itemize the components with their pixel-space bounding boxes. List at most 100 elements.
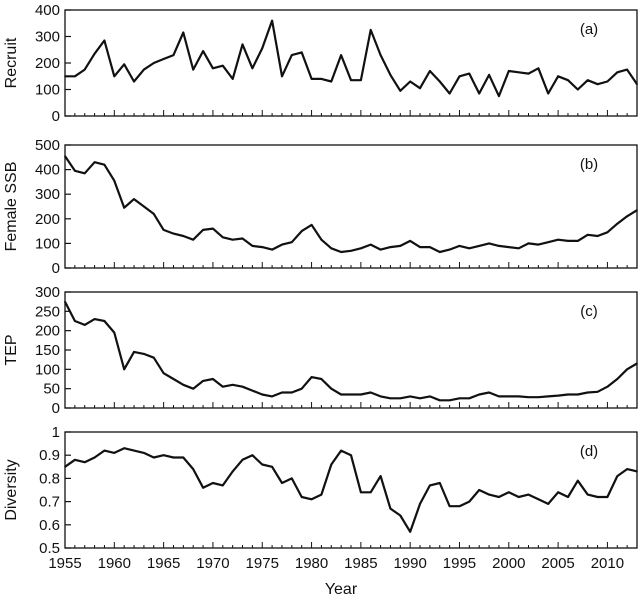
data-point bbox=[458, 75, 461, 78]
x-tick-label: 1965 bbox=[147, 555, 180, 572]
data-point bbox=[379, 248, 382, 251]
y-tick-label: 200 bbox=[35, 323, 60, 340]
data-point bbox=[379, 475, 382, 477]
data-point bbox=[143, 205, 145, 208]
data-point bbox=[192, 238, 195, 241]
x-tick-label: 2005 bbox=[541, 555, 574, 572]
data-point bbox=[202, 380, 204, 382]
data-point bbox=[429, 246, 431, 248]
data-point bbox=[192, 387, 195, 390]
data-point bbox=[399, 90, 402, 92]
data-point bbox=[83, 68, 86, 71]
data-point bbox=[320, 238, 323, 241]
data-point bbox=[241, 459, 244, 461]
data-point bbox=[369, 29, 372, 31]
data-point bbox=[409, 530, 411, 533]
data-point bbox=[448, 92, 451, 95]
data-point bbox=[330, 463, 333, 466]
panel-a: 0 100 200 300 400 Recruit (a) bbox=[3, 2, 638, 125]
data-point bbox=[478, 393, 481, 396]
data-point bbox=[123, 206, 125, 209]
data-point bbox=[162, 454, 165, 457]
data-point bbox=[517, 496, 520, 498]
panel-d: 0.5 0.6 0.7 0.8 0.9 1 Diversity (d) 1955 1960 1965… bbox=[3, 424, 638, 598]
data-point bbox=[557, 75, 559, 78]
data-point bbox=[517, 247, 520, 250]
data-point bbox=[281, 391, 283, 394]
data-point bbox=[606, 385, 609, 388]
panel-label: (d) bbox=[580, 443, 598, 460]
y-axis-title: TEP bbox=[3, 334, 20, 365]
data-point bbox=[389, 246, 392, 248]
data-point bbox=[498, 496, 500, 498]
y-tick-label: 500 bbox=[35, 137, 60, 154]
data-point bbox=[537, 396, 540, 398]
data-point bbox=[507, 246, 510, 248]
data-point bbox=[626, 368, 628, 371]
data-point bbox=[586, 79, 589, 82]
data-point bbox=[152, 456, 155, 459]
data-point bbox=[369, 243, 372, 246]
data-point bbox=[281, 243, 283, 246]
data-point bbox=[360, 491, 362, 494]
data-point bbox=[438, 482, 441, 484]
data-point bbox=[567, 240, 569, 242]
data-point bbox=[389, 397, 392, 400]
data-point bbox=[626, 468, 628, 470]
data-point bbox=[74, 320, 76, 322]
data-point bbox=[123, 63, 125, 66]
data-point bbox=[123, 368, 125, 371]
data-point bbox=[152, 356, 155, 359]
data-point bbox=[251, 67, 254, 70]
data-point bbox=[517, 71, 520, 74]
x-tick-label: 1990 bbox=[393, 555, 426, 572]
data-point bbox=[251, 454, 254, 457]
data-point bbox=[606, 80, 609, 83]
y-tick-label: 100 bbox=[35, 82, 60, 99]
data-point bbox=[231, 384, 234, 386]
data-point bbox=[458, 245, 461, 247]
y-tick-label: 200 bbox=[35, 211, 60, 228]
data-point bbox=[162, 58, 165, 60]
y-tick-label: 300 bbox=[35, 186, 60, 203]
data-point bbox=[468, 247, 471, 250]
data-point bbox=[596, 496, 599, 498]
y-axis-title: Female SSB bbox=[3, 162, 20, 252]
data-point bbox=[557, 394, 559, 397]
y-tick-label: 100 bbox=[35, 235, 60, 252]
series-line bbox=[64, 301, 638, 402]
data-point bbox=[616, 378, 619, 380]
data-point bbox=[300, 230, 303, 232]
data-point bbox=[133, 80, 135, 83]
data-point bbox=[103, 449, 106, 452]
data-point bbox=[537, 498, 540, 501]
data-point bbox=[498, 95, 500, 97]
data-point bbox=[429, 395, 431, 398]
data-point bbox=[507, 395, 510, 398]
data-point bbox=[330, 247, 333, 250]
data-point bbox=[143, 452, 145, 454]
data-point bbox=[429, 484, 431, 487]
data-point bbox=[399, 245, 402, 247]
data-point bbox=[567, 393, 569, 396]
data-point bbox=[212, 67, 214, 70]
series-line bbox=[64, 447, 638, 533]
data-point bbox=[350, 249, 352, 252]
data-point bbox=[488, 74, 490, 76]
data-point bbox=[162, 229, 165, 231]
data-point bbox=[448, 248, 451, 251]
plot-frame bbox=[64, 9, 638, 117]
y-tick-label: 0.5 bbox=[39, 540, 60, 557]
data-point bbox=[626, 68, 628, 71]
data-point bbox=[291, 54, 293, 56]
data-point bbox=[547, 92, 550, 95]
data-point bbox=[507, 491, 510, 494]
data-point bbox=[419, 246, 421, 248]
x-tick-label: 1975 bbox=[246, 555, 279, 572]
data-point bbox=[192, 468, 195, 470]
data-point bbox=[291, 477, 293, 480]
y-tick-label: 50 bbox=[43, 381, 60, 398]
data-point bbox=[64, 466, 66, 468]
data-point bbox=[172, 378, 175, 380]
